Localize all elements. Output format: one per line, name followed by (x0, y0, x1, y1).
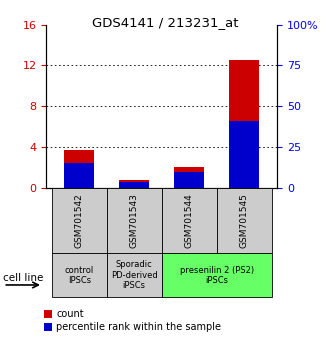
Bar (174, 167, 204, 188)
Bar (174, 172, 204, 188)
Text: presenilin 2 (PS2)
iPSCs: presenilin 2 (PS2) iPSCs (180, 266, 254, 285)
Bar (52, 188, 107, 253)
Bar (52, 253, 107, 297)
Bar (229, 121, 259, 188)
Bar (217, 188, 272, 253)
Bar (229, 61, 259, 188)
Bar (64, 163, 94, 188)
Bar (107, 188, 162, 253)
Text: GDS4141 / 213231_at: GDS4141 / 213231_at (92, 16, 238, 29)
Legend: count, percentile rank within the sample: count, percentile rank within the sample (45, 309, 221, 332)
Text: GSM701543: GSM701543 (130, 193, 139, 248)
Bar (162, 253, 272, 297)
Bar (107, 253, 162, 297)
Text: Sporadic
PD-derived
iPSCs: Sporadic PD-derived iPSCs (111, 260, 158, 290)
Bar (64, 150, 94, 188)
Text: cell line: cell line (3, 273, 44, 283)
Bar (119, 182, 149, 188)
Text: GSM701545: GSM701545 (240, 193, 249, 248)
Text: GSM701544: GSM701544 (185, 193, 194, 248)
Bar (162, 188, 217, 253)
Text: GSM701542: GSM701542 (75, 193, 84, 248)
Text: control
IPSCs: control IPSCs (65, 266, 94, 285)
Bar (119, 181, 149, 188)
